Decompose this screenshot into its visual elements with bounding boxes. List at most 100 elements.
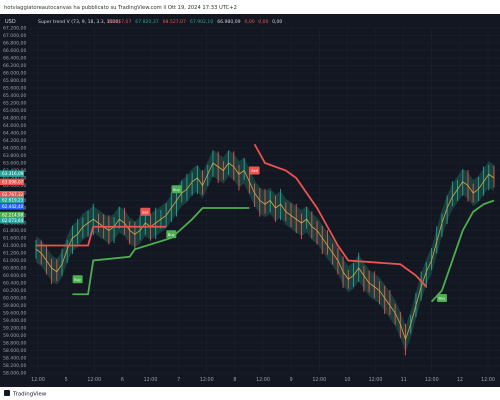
y-tick-label: 60.400,00 (3, 281, 26, 287)
x-tick-label: 12:00 (481, 377, 495, 383)
y-tick-label: 64.600,00 (3, 123, 26, 129)
y-tick-label: 58.000,00 (3, 371, 26, 377)
price-tag (0, 170, 24, 177)
price-tag-label: 62.442,40 (2, 204, 24, 209)
x-tick-label: 12:00 (425, 377, 439, 383)
indicator-name: Super trend V (73, 9, 18, 3.3, 1000) (38, 19, 120, 25)
signal-badge (436, 294, 447, 302)
signal-label: Buy (74, 278, 82, 282)
y-tick-label: 64.800,00 (3, 116, 26, 122)
footer-brand: TradingView (12, 392, 47, 398)
price-tag (0, 178, 24, 186)
price-tag-label: 62.214,98 (2, 213, 24, 218)
y-tick-label: 59.800,00 (3, 303, 26, 309)
y-tick-label: 66.000,00 (3, 71, 26, 77)
y-tick-label: 65.600,00 (3, 86, 26, 92)
signal-label: Buy (173, 188, 181, 192)
price-tag (0, 203, 24, 210)
series-layer: Sell Buy Buy Buy Sell Buy (35, 143, 495, 356)
price-tag (0, 191, 24, 198)
sell-signal: Sell (249, 166, 260, 175)
x-axis: 12:00 5 12:00 6 12:00 7 12:00 8 12:00 9 12:00 10 12:… (31, 377, 495, 383)
y-tick-label: 61.600,00 (3, 236, 26, 242)
y-tick-label: 61.400,00 (3, 243, 26, 249)
y-tick-label: 61.000,00 (3, 258, 26, 264)
tradingview-logo: TradingView (4, 390, 47, 398)
y-tick-label: 62.000,00 (3, 221, 26, 227)
price-line (35, 162, 495, 341)
x-tick-label: 12:00 (144, 377, 158, 383)
y-tick-label: 59.200,00 (3, 326, 26, 332)
y-tick-label: 59.400,00 (3, 318, 26, 324)
supertrend-down-line (36, 225, 167, 247)
indicator-value: 67.902,10 (190, 19, 213, 25)
signal-badge (171, 185, 182, 194)
x-tick-label: 12:00 (200, 377, 214, 383)
y-tick-label: 65.400,00 (3, 93, 26, 99)
y-tick-label: 65.800,00 (3, 78, 26, 84)
signal-label: Buy (168, 233, 176, 237)
y-tick-label: 63.000,00 (3, 183, 26, 189)
y-tick-label: 60.200,00 (3, 288, 26, 294)
indicator-value: 0,00 (258, 19, 268, 25)
x-tick-label: 12:00 (87, 377, 101, 383)
price-tag-label: 62.767,32 (2, 192, 24, 197)
indicator-value: 0,00 (245, 19, 255, 25)
y-tick-label: 64.000,00 (3, 146, 26, 152)
x-tick-label: 7 (177, 377, 180, 383)
y-tick-label: 63.200,00 (3, 176, 26, 182)
x-tick-label: 9 (290, 377, 293, 383)
y-tick-label: 65.000,00 (3, 108, 26, 114)
buy-signal: Buy (436, 294, 447, 302)
y-tick-label: 66.800,00 (3, 41, 26, 47)
indicator-values: 68.157,07 67.820,37 68.527,07 67.902,10 66.9… (108, 19, 282, 25)
x-tick-label: 12:00 (256, 377, 270, 383)
x-tick-label: 5 (65, 377, 68, 383)
signal-badge (140, 207, 151, 216)
symbol-label: USD (5, 19, 16, 25)
price-tag-label: 63.316,09 (2, 171, 24, 176)
y-tick-label: 61.800,00 (3, 228, 26, 234)
y-tick-label: 67.000,00 (3, 33, 26, 39)
x-tick-label: 6 (121, 377, 124, 383)
x-tick-label: 10 (344, 377, 350, 383)
y-tick-label: 58.400,00 (3, 356, 26, 362)
x-tick-label: 12 (457, 377, 463, 383)
bottom-banner (0, 387, 500, 400)
y-tick-label: 60.800,00 (3, 266, 26, 272)
x-tick-label: 12:00 (31, 377, 45, 383)
publish-line: hotviaggiatoreautocanvas ha pubblicato s… (4, 5, 237, 11)
x-tick-label: 8 (233, 377, 236, 383)
price-tag-label: 62.619,23 (2, 197, 24, 202)
x-tick-label: 12:00 (312, 377, 326, 383)
y-tick-label: 63.600,00 (3, 161, 26, 167)
indicator-value: 66.980,09 (217, 19, 240, 25)
signal-label: Sell (142, 210, 149, 214)
y-tick-label: 66.600,00 (3, 48, 26, 54)
top-banner (0, 0, 500, 14)
y-tick-label: 67.200,00 (3, 26, 26, 32)
indicator-value: 67.820,37 (135, 19, 158, 25)
supertrend-up-line (430, 199, 495, 303)
signal-badge (166, 230, 177, 239)
price-tag (0, 211, 24, 219)
y-tick-label: 60.600,00 (3, 273, 26, 279)
y-tick-label: 59.600,00 (3, 311, 26, 317)
signal-label: Buy (439, 297, 447, 301)
supertrend-down-line (253, 143, 428, 288)
y-tick-label: 61.200,00 (3, 251, 26, 257)
price-tag (0, 217, 24, 224)
supertrend-up-line (72, 207, 250, 296)
y-tick-label: 63.800,00 (3, 153, 26, 159)
y-tick-label: 66.400,00 (3, 56, 26, 62)
buy-signal: Buy (166, 230, 177, 239)
y-tick-label: 65.200,00 (3, 101, 26, 107)
y-tick-label: 59.000,00 (3, 333, 26, 339)
indicator-value: 68.157,07 (108, 19, 131, 25)
price-tag (0, 196, 24, 203)
buy-signal: Buy (72, 275, 83, 284)
y-tick-label: 58.600,00 (3, 348, 26, 354)
